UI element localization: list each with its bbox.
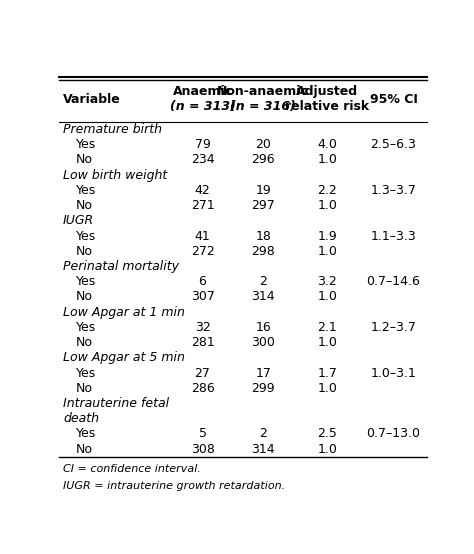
Text: CI = confidence interval.: CI = confidence interval. [63, 464, 201, 474]
Text: 16: 16 [255, 321, 271, 334]
Text: 297: 297 [251, 199, 275, 212]
Text: 41: 41 [195, 229, 210, 243]
Text: Intrauterine fetal: Intrauterine fetal [63, 397, 169, 410]
Text: 299: 299 [251, 382, 275, 395]
Text: 1.0: 1.0 [318, 199, 337, 212]
Text: 0.7–13.0: 0.7–13.0 [366, 428, 420, 440]
Text: No: No [76, 245, 93, 258]
Text: 5: 5 [199, 428, 207, 440]
Text: 1.3–3.7: 1.3–3.7 [371, 184, 417, 197]
Text: 6: 6 [199, 275, 207, 288]
Text: 20: 20 [255, 138, 271, 151]
Text: 314: 314 [251, 443, 275, 456]
Text: No: No [76, 290, 93, 304]
Text: Low Apgar at 5 min: Low Apgar at 5 min [63, 351, 185, 365]
Text: 272: 272 [191, 245, 214, 258]
Text: 1.9: 1.9 [318, 229, 337, 243]
Text: 314: 314 [251, 290, 275, 304]
Text: No: No [76, 382, 93, 395]
Text: 286: 286 [191, 382, 214, 395]
Text: 2: 2 [259, 428, 267, 440]
Text: 79: 79 [195, 138, 210, 151]
Text: 1.1–3.3: 1.1–3.3 [371, 229, 417, 243]
Text: 3.2: 3.2 [318, 275, 337, 288]
Text: 296: 296 [251, 153, 275, 167]
Text: 1.0: 1.0 [318, 245, 337, 258]
Text: 1.0: 1.0 [318, 290, 337, 304]
Text: No: No [76, 199, 93, 212]
Text: (n = 313): (n = 313) [170, 100, 236, 112]
Text: 307: 307 [191, 290, 214, 304]
Text: 27: 27 [195, 367, 210, 379]
Text: 308: 308 [191, 443, 214, 456]
Text: No: No [76, 153, 93, 167]
Text: 1.0–3.1: 1.0–3.1 [371, 367, 417, 379]
Text: 1.2–3.7: 1.2–3.7 [371, 321, 417, 334]
Text: Yes: Yes [76, 275, 96, 288]
Text: 1.0: 1.0 [318, 336, 337, 349]
Text: 0.7–14.6: 0.7–14.6 [366, 275, 420, 288]
Text: Premature birth: Premature birth [63, 123, 162, 136]
Text: 2.5: 2.5 [318, 428, 337, 440]
Text: 32: 32 [195, 321, 210, 334]
Text: 271: 271 [191, 199, 214, 212]
Text: Adjusted: Adjusted [296, 85, 358, 98]
Text: 234: 234 [191, 153, 214, 167]
Text: No: No [76, 336, 93, 349]
Text: Yes: Yes [76, 229, 96, 243]
Text: 2.5–6.3: 2.5–6.3 [371, 138, 417, 151]
Text: 300: 300 [251, 336, 275, 349]
Text: 17: 17 [255, 367, 271, 379]
Text: Perinatal mortality: Perinatal mortality [63, 260, 179, 273]
Text: 1.0: 1.0 [318, 443, 337, 456]
Text: Yes: Yes [76, 321, 96, 334]
Text: 2: 2 [259, 275, 267, 288]
Text: 4.0: 4.0 [318, 138, 337, 151]
Text: Variable: Variable [63, 93, 121, 106]
Text: 281: 281 [191, 336, 214, 349]
Text: 18: 18 [255, 229, 271, 243]
Text: 1.7: 1.7 [318, 367, 337, 379]
Text: Low birth weight: Low birth weight [63, 169, 167, 182]
Text: 95% CI: 95% CI [370, 93, 418, 106]
Text: 1.0: 1.0 [318, 153, 337, 167]
Text: Anaemic: Anaemic [173, 85, 233, 98]
Text: Yes: Yes [76, 184, 96, 197]
Text: IUGR = intrauterine growth retardation.: IUGR = intrauterine growth retardation. [63, 481, 285, 491]
Text: 19: 19 [255, 184, 271, 197]
Text: 42: 42 [195, 184, 210, 197]
Text: Non-anaemic: Non-anaemic [217, 85, 309, 98]
Text: death: death [63, 412, 99, 425]
Text: Low Apgar at 1 min: Low Apgar at 1 min [63, 306, 185, 319]
Text: (n = 316): (n = 316) [230, 100, 296, 112]
Text: 2.2: 2.2 [318, 184, 337, 197]
Text: IUGR: IUGR [63, 214, 94, 227]
Text: Yes: Yes [76, 367, 96, 379]
Text: 2.1: 2.1 [318, 321, 337, 334]
Text: Yes: Yes [76, 138, 96, 151]
Text: Yes: Yes [76, 428, 96, 440]
Text: relative risk: relative risk [285, 100, 369, 112]
Text: 1.0: 1.0 [318, 382, 337, 395]
Text: 298: 298 [251, 245, 275, 258]
Text: No: No [76, 443, 93, 456]
